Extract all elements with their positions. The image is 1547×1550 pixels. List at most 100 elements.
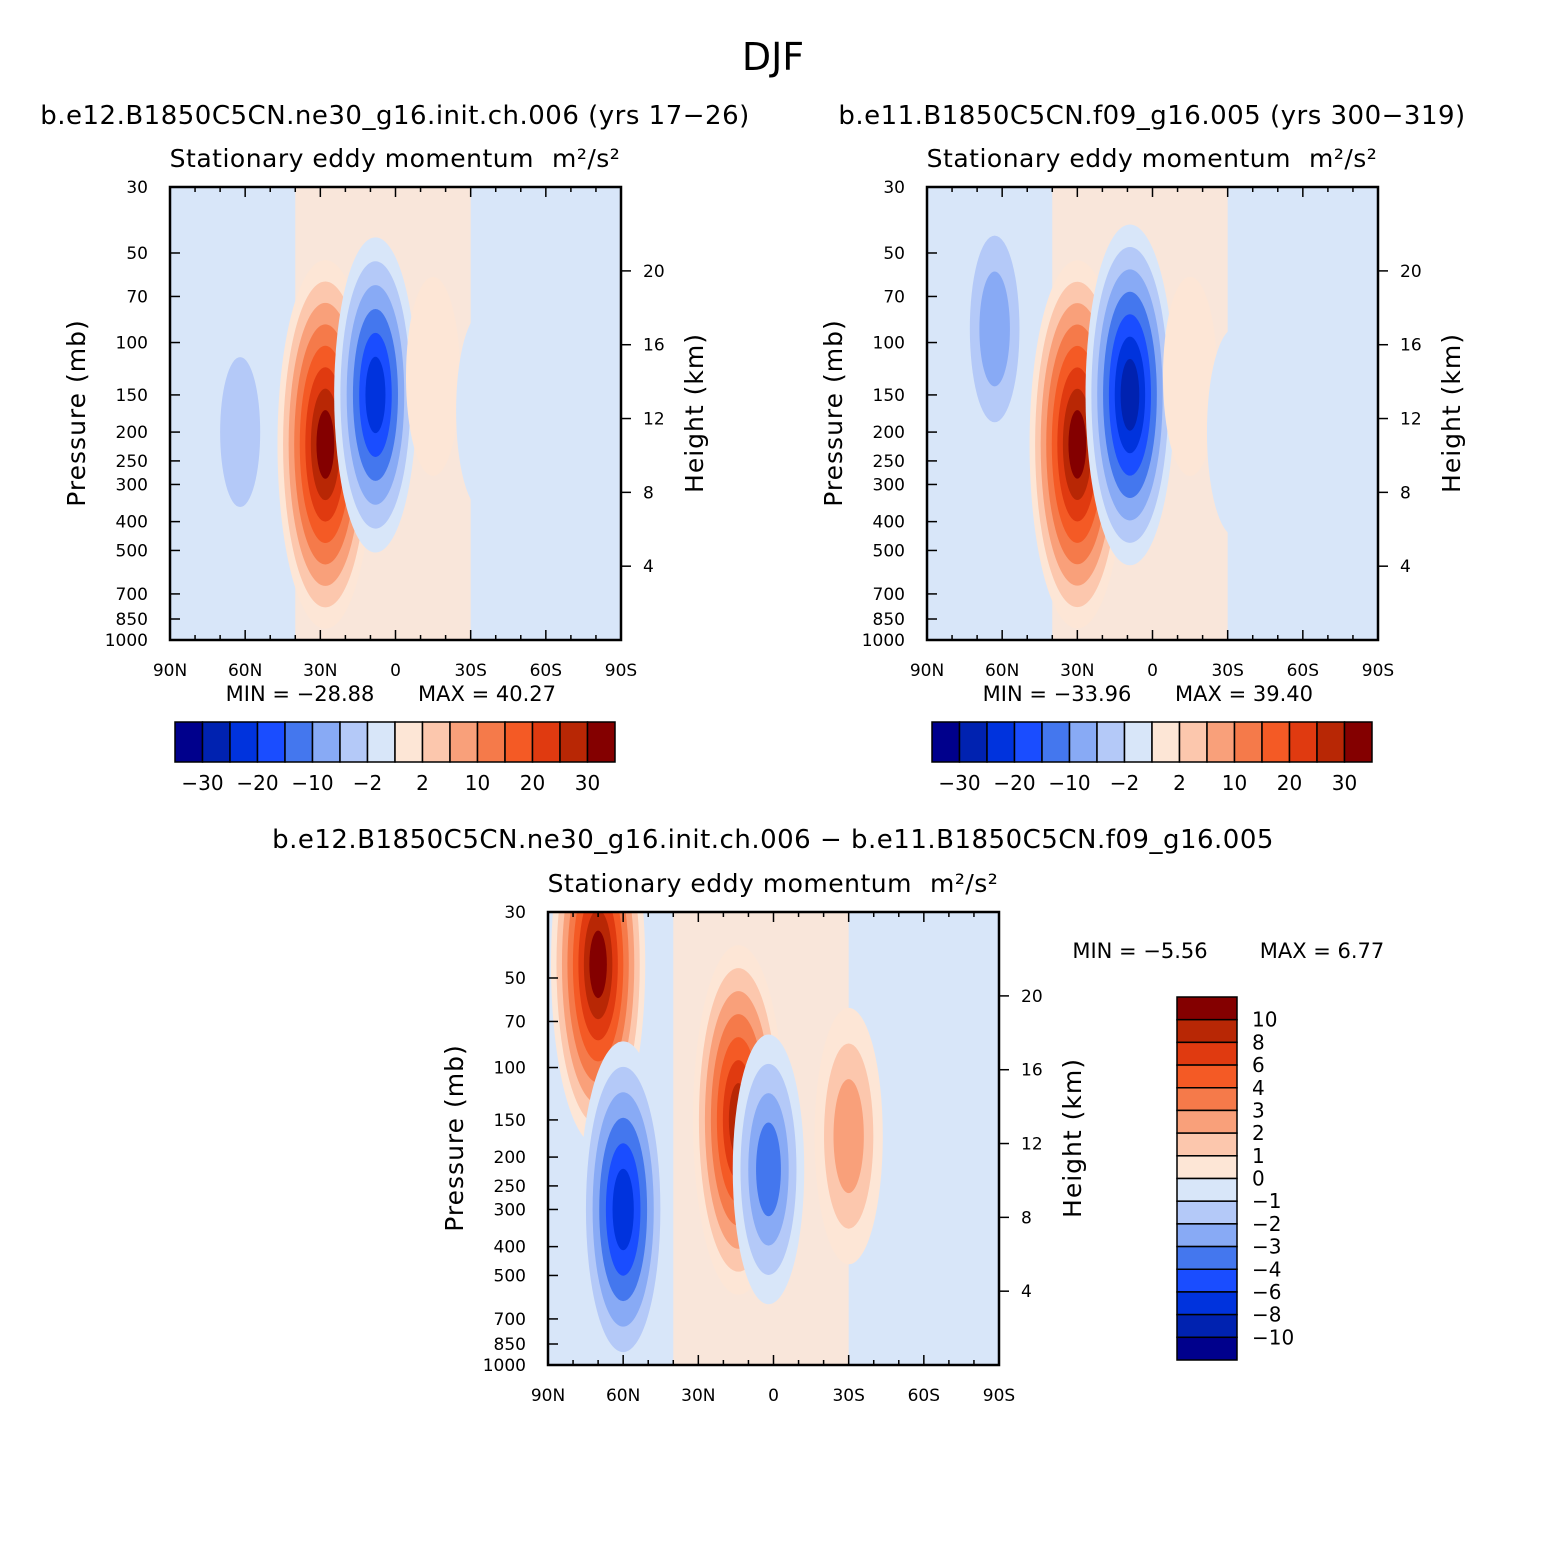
colorbar-box <box>1233 721 1263 763</box>
colorbar-label: 2 <box>1252 1121 1265 1145</box>
axes-control: 90N 60N 30N 0 30S 60S 90S 30 50 70 100 150 200 250 300… <box>862 178 1422 681</box>
x-tick-label: 0 <box>1147 661 1158 681</box>
x-tick-label: 90N <box>153 661 187 681</box>
colorbar-label: 20 <box>1277 771 1302 795</box>
contour-level-3-0 <box>1162 276 1218 476</box>
y-tick-label: 500 <box>116 541 148 561</box>
colorbar-box <box>284 721 314 763</box>
colorbar-label: −30 <box>938 771 980 795</box>
colorbar-box <box>1176 1041 1238 1066</box>
y-tick-label: 300 <box>494 1200 526 1220</box>
colorbar-box <box>1176 1132 1238 1157</box>
colorbar-box <box>1176 1018 1238 1044</box>
figure-title: DJF <box>742 35 804 79</box>
y-tick-label: 400 <box>494 1238 526 1258</box>
y2-tick-label: 16 <box>643 336 665 356</box>
y-tick-label: 250 <box>494 1177 526 1197</box>
colorbar-label: −30 <box>181 771 223 795</box>
x-tick-label: 60N <box>606 1386 640 1406</box>
colorbar-label: 8 <box>1252 1030 1265 1054</box>
colorbar-label: −2 <box>1110 771 1139 795</box>
min-label-control: MIN = −33.96 <box>983 682 1132 706</box>
y-tick-label: 150 <box>873 386 905 406</box>
colorbar-label: 0 <box>1252 1167 1265 1191</box>
y-tick-label: 70 <box>504 1012 526 1032</box>
contour-level-1-5 <box>612 1168 634 1251</box>
colorbar-box <box>256 721 286 763</box>
colorbar-box <box>931 721 961 763</box>
x-tick-label: 0 <box>768 1386 779 1406</box>
colorbar-box <box>366 721 396 763</box>
colorbar-label: −10 <box>291 771 333 795</box>
contour-level-1-7 <box>316 410 335 479</box>
colorbar-box <box>1206 721 1236 763</box>
colorbar-label: 10 <box>1222 771 1247 795</box>
contour-plot-control <box>927 187 1378 640</box>
y-tick-label: 1000 <box>105 631 148 651</box>
subtitle-units: m²/s² <box>1309 144 1377 173</box>
y-tick-label: 250 <box>873 452 905 472</box>
colorbar-box <box>1178 721 1208 763</box>
colorbar-control: −30 −20 −10 −2 2 10 20 30 <box>931 721 1373 795</box>
y2label-difference: Height (km) <box>1058 1058 1087 1218</box>
y-tick-label: 700 <box>873 585 905 605</box>
colorbar-box <box>1176 996 1238 1021</box>
y2-tick-label: 20 <box>643 262 665 282</box>
max-label-model: MAX = 40.27 <box>418 682 556 706</box>
y-tick-label: 400 <box>116 513 148 533</box>
y2-tick-label: 12 <box>1021 1135 1043 1155</box>
colorbar-box <box>1176 1336 1238 1361</box>
y2-tick-label: 4 <box>1021 1282 1032 1302</box>
y-tick-label: 100 <box>116 334 148 354</box>
contour-level-1-7 <box>1068 410 1087 479</box>
y-tick-label: 200 <box>494 1148 526 1168</box>
colorbar-label: 30 <box>575 771 600 795</box>
colorbar-box <box>174 721 204 763</box>
colorbar-label: 2 <box>416 771 429 795</box>
y-tick-label: 100 <box>494 1059 526 1079</box>
colorbar-box <box>504 721 534 763</box>
colorbar-box <box>476 721 506 763</box>
y-tick-label: 50 <box>504 969 526 989</box>
panel-title-model: b.e12.B1850C5CN.ne30_g16.init.ch.006 (yr… <box>40 101 750 131</box>
colorbar-box <box>531 721 561 763</box>
x-tick-label: 60N <box>228 661 262 681</box>
min-label-model: MIN = −28.88 <box>226 682 375 706</box>
x-tick-label: 60S <box>1287 661 1319 681</box>
colorbar-label: −10 <box>1048 771 1090 795</box>
colorbar-box <box>1151 721 1181 763</box>
colorbar-box <box>1261 721 1291 763</box>
colorbar-box <box>1343 721 1373 763</box>
y-tick-label: 150 <box>116 386 148 406</box>
y2-tick-label: 8 <box>1021 1208 1032 1228</box>
y-tick-label: 70 <box>883 287 905 307</box>
contour-level-4-0 <box>456 311 511 511</box>
min-label-difference: MIN = −5.56 <box>1072 939 1207 963</box>
x-tick-label: 30S <box>1211 661 1243 681</box>
contour-plot-model <box>170 187 621 640</box>
colorbar-label: −6 <box>1252 1280 1281 1304</box>
colorbar-box <box>1176 1177 1238 1202</box>
colorbar-box <box>1176 1064 1238 1089</box>
colorbar-label: −20 <box>236 771 278 795</box>
x-tick-label: 90N <box>531 1386 565 1406</box>
contour-level-2-5 <box>365 356 386 434</box>
y2label-control: Height (km) <box>1437 333 1466 493</box>
contour-level-0-1 <box>220 357 261 508</box>
contour-level-0-2 <box>979 271 1010 387</box>
colorbar-box <box>1068 721 1098 763</box>
y-tick-label: 300 <box>116 475 148 495</box>
y2-tick-label: 16 <box>1400 336 1422 356</box>
axes-difference: 90N 60N 30N 0 30S 60S 90S 30 50 70 100 150 200 250 300… <box>483 903 1043 1406</box>
y2-tick-label: 4 <box>1400 557 1411 577</box>
axes-model: 90N 60N 30N 0 30S 60S 90S 30 50 70 100 150 200 250 300… <box>105 178 665 681</box>
x-tick-label: 30S <box>454 661 486 681</box>
colorbar-box <box>1176 1313 1238 1339</box>
x-tick-label: 0 <box>390 661 401 681</box>
y-tick-label: 50 <box>126 244 148 264</box>
y-tick-label: 1000 <box>862 631 905 651</box>
colorbar-label: −4 <box>1252 1257 1281 1281</box>
contour-level-4-2 <box>833 1079 864 1194</box>
colorbar-label: 20 <box>520 771 545 795</box>
x-tick-label: 90S <box>983 1386 1015 1406</box>
